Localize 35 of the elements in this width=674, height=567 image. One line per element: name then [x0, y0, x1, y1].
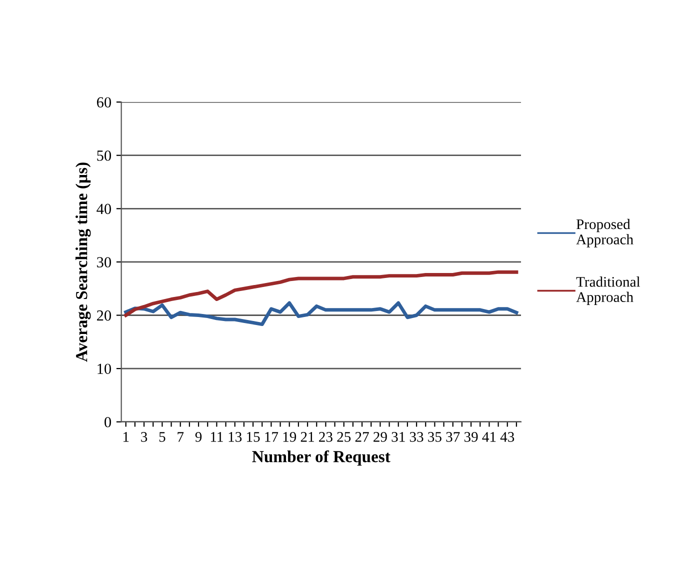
- x-tick-label: 17: [265, 432, 278, 442]
- x-tick-label: 27: [355, 432, 369, 442]
- x-tick-label: 13: [228, 432, 242, 442]
- y-tick-label: 20: [96, 310, 112, 321]
- x-tick-label: 37: [446, 432, 460, 442]
- legend-label: Proposed Approach: [576, 218, 634, 248]
- y-tick-label: 30: [97, 257, 112, 268]
- x-tick-label: 35: [428, 432, 442, 442]
- x-tick-label: 39: [464, 432, 478, 442]
- x-tick-label: 19: [283, 432, 296, 442]
- x-tick-label: 43: [500, 432, 514, 442]
- y-tick-label: 50: [97, 150, 112, 161]
- x-tick-label: 3: [141, 432, 148, 442]
- x-tick-label: 15: [247, 432, 260, 442]
- x-tick-label: 23: [319, 432, 332, 442]
- x-tick-label: 1: [124, 432, 129, 442]
- y-tick-label: 10: [98, 364, 112, 374]
- x-tick-label: 31: [392, 432, 405, 442]
- y-axis-title: Average Searching time (µs): [76, 162, 91, 362]
- x-tick-label: 7: [178, 432, 184, 442]
- x-tick-label: 9: [195, 432, 202, 442]
- y-tick-label: 60: [96, 97, 112, 108]
- legend-label: Traditional Approach: [576, 276, 640, 306]
- x-axis-title: Number of Request: [252, 450, 390, 466]
- x-tick-label: 25: [337, 432, 351, 442]
- x-tick-label: 11: [210, 432, 223, 442]
- x-tick-label: 5: [159, 432, 166, 442]
- x-tick-label: 33: [410, 432, 424, 442]
- x-tick-label: 29: [374, 432, 387, 442]
- x-tick-label: 21: [300, 432, 314, 442]
- line-series: [124, 270, 518, 317]
- y-tick-label: 40: [96, 204, 112, 214]
- line-series: [124, 301, 518, 326]
- x-tick-label: 41: [482, 432, 496, 442]
- y-tick-label: 0: [104, 416, 112, 428]
